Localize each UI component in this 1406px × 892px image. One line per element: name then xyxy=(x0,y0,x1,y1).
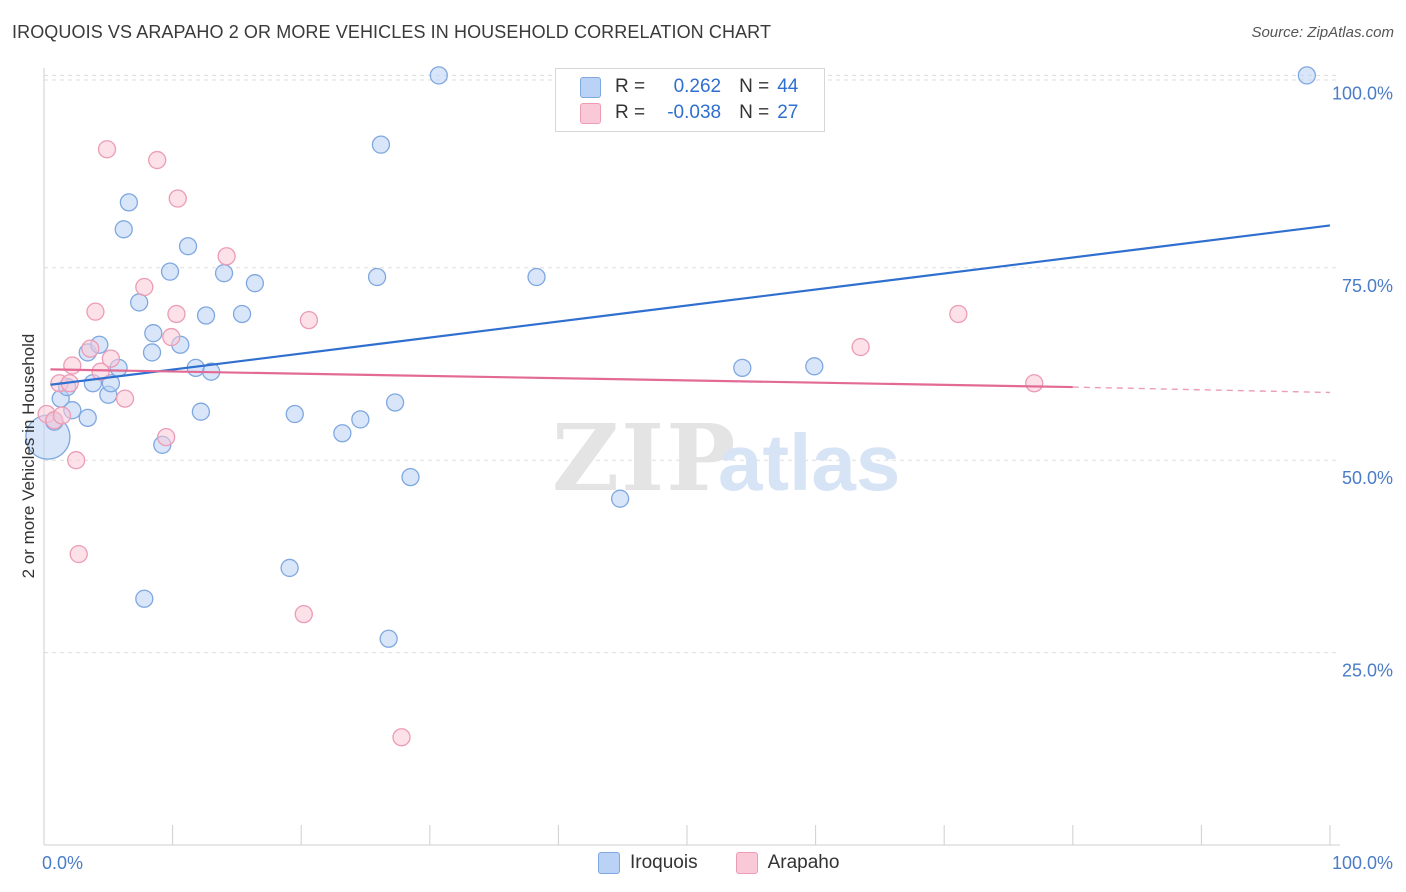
trend-lines xyxy=(50,224,1331,394)
arapaho-point xyxy=(91,362,110,381)
arapaho-point xyxy=(217,247,236,266)
iroquois-point xyxy=(101,374,121,393)
y-tick-label: 50.0% xyxy=(1342,468,1393,488)
arapaho-point xyxy=(69,544,88,564)
chart-source: Source: ZipAtlas.com xyxy=(1251,24,1394,41)
legend-n-label: N = xyxy=(739,76,770,97)
iroquois-point xyxy=(429,66,448,85)
x-tick-label: 0.0% xyxy=(42,853,83,873)
arapaho-point xyxy=(81,339,100,358)
iroquois-n-value: 44 xyxy=(777,76,799,97)
iroquois-point xyxy=(1297,66,1317,85)
iroquois-point xyxy=(214,264,234,283)
iroquois-point xyxy=(385,393,405,412)
arapaho-point xyxy=(168,189,187,208)
arapaho-point xyxy=(949,304,968,324)
arapaho-trend-extension xyxy=(1072,386,1331,394)
stats-legend: R = 0.262 N = 44 R = -0.038 N = 27 xyxy=(555,68,825,132)
arapaho-swatch xyxy=(580,102,601,124)
iroquois-point xyxy=(196,306,216,325)
iroquois-legend-swatch xyxy=(598,852,620,874)
iroquois-point xyxy=(280,558,299,578)
arapaho-point xyxy=(299,310,319,330)
arapaho-points xyxy=(37,140,1044,747)
arapaho-point xyxy=(52,406,72,425)
legend-r-label: R = xyxy=(615,102,646,123)
legend-n-label: N = xyxy=(739,102,770,123)
iroquois-point xyxy=(379,629,398,648)
iroquois-point xyxy=(130,293,149,312)
iroquois-point xyxy=(142,343,162,362)
y-tick-label: 75.0% xyxy=(1342,276,1393,296)
iroquois-point xyxy=(371,135,391,154)
iroquois-point xyxy=(178,237,198,256)
iroquois-swatch xyxy=(580,76,601,98)
iroquois-r-value: 0.262 xyxy=(673,76,722,97)
legend-row-arapaho: R = -0.038 N = 27 xyxy=(580,100,798,126)
iroquois-point xyxy=(351,410,370,429)
iroquois-point xyxy=(333,424,352,443)
arapaho-r-value: -0.038 xyxy=(667,102,722,123)
arapaho-point xyxy=(115,389,135,408)
legend-r-label: R = xyxy=(615,76,646,97)
legend-item-arapaho[interactable]: Arapaho xyxy=(735,852,840,874)
series-legend: Iroquois Arapaho xyxy=(598,852,877,874)
iroquois-point xyxy=(285,404,304,424)
arapaho-point xyxy=(392,728,411,747)
iroquois-point xyxy=(805,357,824,376)
arapaho-legend-swatch xyxy=(735,852,758,874)
tick-labels: 25.0% 50.0% 75.0% 100.0% 0.0% 100.0% xyxy=(42,83,1393,873)
iroquois-point xyxy=(114,220,133,239)
arapaho-point xyxy=(1025,374,1044,393)
x-tick-label: 100.0% xyxy=(1332,853,1393,873)
iroquois-point xyxy=(610,489,630,508)
iroquois-point xyxy=(367,267,387,287)
legend-item-label: Arapaho xyxy=(767,852,840,873)
arapaho-point xyxy=(157,427,176,447)
arapaho-point xyxy=(851,337,870,357)
arapaho-point xyxy=(86,302,105,321)
watermark-atlas: atlas xyxy=(718,418,900,507)
arapaho-point xyxy=(97,140,117,159)
arapaho-point xyxy=(135,277,154,297)
y-tick-label: 100.0% xyxy=(1332,83,1393,103)
iroquois-point xyxy=(119,193,139,212)
arapaho-point xyxy=(148,150,167,170)
iroquois-point xyxy=(135,589,154,608)
y-axis-label: 2 or more Vehicles in Household xyxy=(19,334,38,579)
iroquois-point xyxy=(245,274,265,293)
iroquois-point xyxy=(232,304,252,324)
iroquois-point xyxy=(144,324,163,343)
iroquois-trend-line xyxy=(50,224,1331,386)
arapaho-n-value: 27 xyxy=(777,102,799,123)
chart-title: IROQUOIS VS ARAPAHO 2 OR MORE VEHICLES I… xyxy=(12,22,772,42)
iroquois-point xyxy=(191,402,211,421)
legend-item-label: Iroquois xyxy=(630,852,698,873)
legend-item-iroquois[interactable]: Iroquois xyxy=(598,852,698,874)
arapaho-point xyxy=(63,356,82,375)
arapaho-point xyxy=(67,451,86,470)
arapaho-point xyxy=(294,604,313,624)
iroquois-point xyxy=(733,358,752,377)
iroquois-point xyxy=(527,267,546,287)
arapaho-point xyxy=(167,304,186,324)
legend-row-iroquois: R = 0.262 N = 44 xyxy=(580,74,798,100)
y-tick-label: 25.0% xyxy=(1342,661,1393,681)
iroquois-point xyxy=(401,467,420,487)
arapaho-trend-line xyxy=(50,368,1073,389)
iroquois-point xyxy=(160,262,180,281)
arapaho-point xyxy=(101,349,121,368)
arapaho-point xyxy=(162,327,181,347)
iroquois-point xyxy=(78,408,97,428)
watermark-zip: ZIP xyxy=(552,404,737,512)
iroquois-points xyxy=(25,66,1317,648)
gridlines xyxy=(44,74,1340,654)
